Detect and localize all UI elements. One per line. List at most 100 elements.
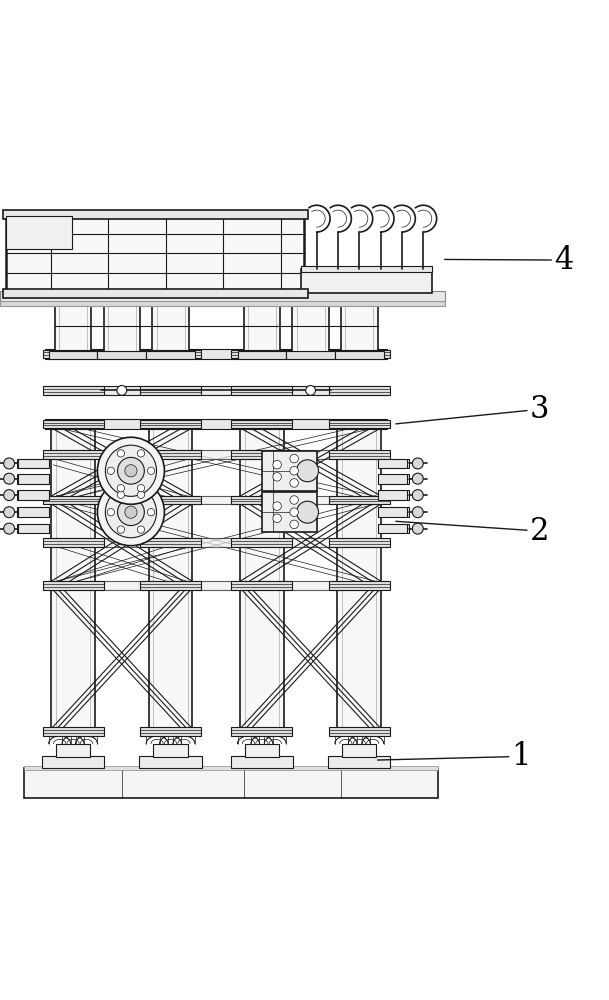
- Bar: [231, 450, 292, 459]
- Circle shape: [125, 506, 137, 518]
- Bar: [152, 299, 189, 354]
- Circle shape: [125, 465, 137, 477]
- Bar: [231, 420, 292, 428]
- Bar: [43, 581, 104, 590]
- Text: 1: 1: [378, 741, 531, 772]
- Bar: [97, 351, 146, 359]
- Circle shape: [273, 473, 281, 481]
- Circle shape: [147, 467, 155, 474]
- Circle shape: [97, 437, 164, 504]
- Bar: [231, 496, 292, 504]
- Circle shape: [105, 445, 157, 496]
- Bar: [329, 450, 390, 459]
- Circle shape: [107, 467, 114, 474]
- Circle shape: [306, 386, 315, 395]
- Circle shape: [290, 454, 298, 463]
- Circle shape: [118, 499, 144, 526]
- Bar: [378, 507, 409, 517]
- Circle shape: [412, 523, 423, 534]
- Circle shape: [117, 386, 127, 395]
- Circle shape: [412, 458, 423, 469]
- Bar: [238, 293, 286, 300]
- Circle shape: [138, 491, 145, 498]
- Bar: [238, 351, 286, 359]
- Circle shape: [4, 523, 15, 534]
- Bar: [146, 351, 195, 359]
- Bar: [45, 419, 387, 429]
- Bar: [51, 424, 95, 731]
- Bar: [43, 538, 104, 547]
- Bar: [286, 351, 335, 359]
- Bar: [286, 293, 335, 300]
- Circle shape: [290, 508, 298, 516]
- Bar: [49, 293, 97, 300]
- Bar: [140, 581, 201, 590]
- Bar: [378, 524, 409, 533]
- Bar: [329, 581, 390, 590]
- Bar: [335, 293, 384, 300]
- Bar: [231, 581, 292, 590]
- Bar: [378, 474, 409, 484]
- Circle shape: [290, 479, 298, 487]
- Bar: [6, 214, 304, 293]
- Bar: [18, 490, 49, 500]
- Bar: [3, 210, 308, 219]
- Circle shape: [290, 520, 298, 529]
- Bar: [3, 289, 308, 298]
- Circle shape: [273, 514, 281, 523]
- Bar: [301, 269, 432, 293]
- Bar: [337, 424, 381, 731]
- Bar: [153, 744, 188, 757]
- Bar: [140, 420, 201, 428]
- Circle shape: [412, 490, 423, 501]
- Bar: [43, 496, 104, 504]
- Bar: [51, 538, 381, 547]
- Bar: [140, 727, 201, 736]
- Bar: [24, 768, 438, 798]
- Circle shape: [4, 507, 15, 518]
- Bar: [55, 299, 91, 354]
- Bar: [231, 727, 292, 736]
- Bar: [244, 299, 280, 354]
- Circle shape: [4, 473, 15, 484]
- Circle shape: [105, 487, 157, 538]
- Bar: [329, 538, 390, 547]
- Circle shape: [118, 457, 144, 484]
- Bar: [231, 350, 292, 358]
- Bar: [43, 450, 104, 459]
- Bar: [262, 451, 317, 491]
- Circle shape: [118, 450, 125, 457]
- Bar: [335, 351, 384, 359]
- Bar: [24, 766, 438, 770]
- Circle shape: [118, 491, 125, 498]
- Circle shape: [137, 526, 144, 533]
- Bar: [51, 581, 381, 590]
- Bar: [231, 386, 292, 395]
- Bar: [378, 459, 409, 468]
- Bar: [140, 538, 201, 547]
- Circle shape: [107, 509, 114, 516]
- Circle shape: [273, 502, 281, 510]
- Circle shape: [290, 496, 298, 504]
- Bar: [49, 351, 97, 359]
- Bar: [245, 744, 279, 757]
- Bar: [0, 291, 445, 302]
- Bar: [329, 420, 390, 428]
- Bar: [18, 474, 49, 484]
- Bar: [140, 386, 201, 395]
- Bar: [378, 490, 409, 500]
- Circle shape: [137, 485, 144, 492]
- Circle shape: [412, 473, 423, 484]
- Bar: [231, 756, 293, 768]
- Bar: [43, 727, 104, 736]
- Bar: [18, 459, 49, 468]
- Bar: [6, 216, 72, 249]
- Bar: [149, 424, 192, 731]
- Bar: [42, 756, 104, 768]
- Circle shape: [297, 460, 319, 482]
- Circle shape: [273, 460, 281, 469]
- Bar: [140, 350, 201, 358]
- Bar: [240, 424, 284, 731]
- Bar: [139, 756, 202, 768]
- Bar: [51, 496, 381, 504]
